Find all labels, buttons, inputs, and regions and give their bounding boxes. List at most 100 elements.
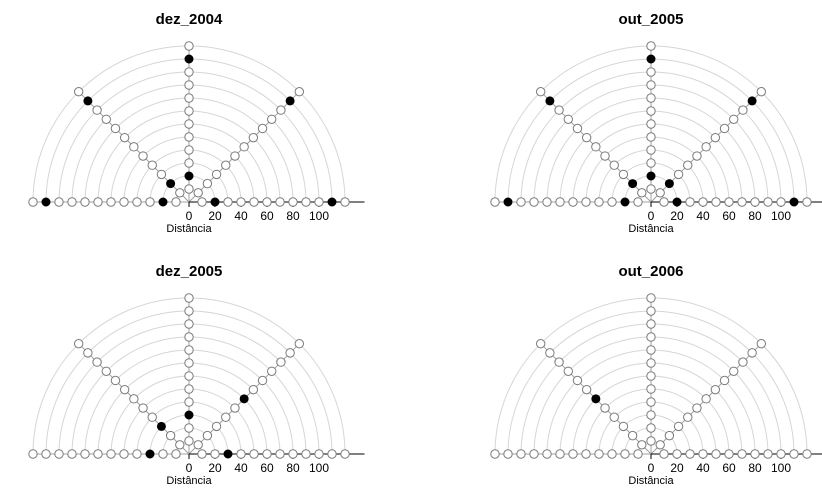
x-tick-label: 40 bbox=[234, 209, 248, 223]
filled-point bbox=[664, 179, 674, 189]
empty-point bbox=[646, 80, 656, 90]
empty-point bbox=[221, 160, 231, 170]
empty-point bbox=[729, 366, 739, 376]
empty-point bbox=[184, 145, 194, 155]
panel-3: out_2006 0 20 40 60 80 100 Distância bbox=[490, 263, 822, 487]
x-axis-label: Distância bbox=[166, 475, 212, 487]
empty-point bbox=[129, 142, 139, 152]
empty-point bbox=[236, 197, 246, 207]
empty-point bbox=[646, 423, 656, 433]
empty-point bbox=[701, 142, 711, 152]
x-tick-label: 80 bbox=[286, 461, 300, 475]
filled-point bbox=[158, 197, 168, 207]
empty-point bbox=[197, 197, 207, 207]
empty-point bbox=[701, 394, 711, 404]
empty-point bbox=[175, 440, 185, 450]
x-tick-label: 40 bbox=[696, 461, 710, 475]
empty-point bbox=[490, 197, 500, 207]
filled-point bbox=[223, 449, 233, 459]
empty-point bbox=[646, 358, 656, 368]
empty-point bbox=[490, 449, 500, 459]
filled-point bbox=[545, 96, 555, 106]
empty-point bbox=[145, 197, 155, 207]
empty-point bbox=[132, 197, 142, 207]
panel-1: out_2005 0 20 40 60 80 100 Distância bbox=[490, 11, 822, 235]
empty-point bbox=[646, 132, 656, 142]
empty-point bbox=[67, 449, 77, 459]
empty-point bbox=[710, 384, 721, 395]
empty-point bbox=[248, 384, 259, 395]
empty-point bbox=[184, 384, 194, 394]
empty-point bbox=[184, 93, 194, 103]
empty-point bbox=[101, 114, 111, 124]
empty-point bbox=[554, 105, 564, 115]
empty-point bbox=[568, 197, 578, 207]
empty-point bbox=[646, 158, 656, 168]
empty-point bbox=[171, 197, 181, 207]
empty-point bbox=[184, 158, 194, 168]
x-tick-label: 60 bbox=[722, 461, 736, 475]
empty-point bbox=[535, 338, 546, 349]
empty-point bbox=[327, 449, 337, 459]
x-tick-label: 60 bbox=[260, 209, 274, 223]
empty-point bbox=[609, 412, 619, 422]
empty-point bbox=[147, 412, 157, 422]
empty-point bbox=[637, 440, 647, 450]
empty-point bbox=[28, 197, 38, 207]
empty-point bbox=[655, 188, 665, 198]
empty-point bbox=[789, 449, 799, 459]
empty-point bbox=[646, 93, 656, 103]
empty-point bbox=[724, 197, 734, 207]
empty-point bbox=[267, 114, 277, 124]
x-tick-label: 80 bbox=[748, 461, 762, 475]
empty-point bbox=[184, 371, 194, 381]
empty-point bbox=[171, 449, 181, 459]
empty-point bbox=[607, 197, 617, 207]
filled-point bbox=[327, 197, 337, 207]
empty-point bbox=[581, 384, 592, 395]
x-tick-label: 0 bbox=[186, 461, 193, 475]
x-tick-label: 0 bbox=[648, 209, 655, 223]
empty-point bbox=[288, 197, 298, 207]
empty-point bbox=[683, 160, 693, 170]
empty-point bbox=[119, 132, 130, 143]
empty-point bbox=[93, 197, 103, 207]
empty-point bbox=[545, 348, 555, 358]
x-tick-label: 40 bbox=[696, 209, 710, 223]
empty-point bbox=[516, 449, 526, 459]
empty-point bbox=[633, 449, 643, 459]
x-tick-label: 100 bbox=[771, 209, 791, 223]
empty-point bbox=[724, 449, 734, 459]
empty-point bbox=[129, 394, 139, 404]
empty-point bbox=[563, 114, 573, 124]
empty-point bbox=[756, 86, 767, 97]
empty-point bbox=[267, 366, 277, 376]
empty-point bbox=[314, 449, 324, 459]
empty-point bbox=[646, 436, 656, 446]
empty-point bbox=[750, 449, 760, 459]
empty-point bbox=[230, 403, 240, 413]
empty-point bbox=[301, 197, 311, 207]
empty-point bbox=[132, 449, 142, 459]
empty-point bbox=[184, 293, 194, 303]
empty-point bbox=[275, 197, 285, 207]
empty-point bbox=[659, 197, 669, 207]
x-axis-label: Distância bbox=[166, 223, 212, 235]
empty-point bbox=[110, 375, 121, 386]
empty-point bbox=[257, 375, 268, 386]
empty-point bbox=[147, 160, 157, 170]
empty-point bbox=[698, 449, 708, 459]
empty-point bbox=[202, 430, 213, 441]
empty-point bbox=[276, 105, 286, 115]
x-tick-label: 100 bbox=[771, 461, 791, 475]
x-tick-label: 20 bbox=[208, 461, 222, 475]
empty-point bbox=[542, 449, 552, 459]
empty-point bbox=[73, 86, 84, 97]
x-axis-label: Distância bbox=[628, 223, 674, 235]
empty-point bbox=[568, 449, 578, 459]
empty-point bbox=[248, 132, 259, 143]
filled-point bbox=[156, 421, 166, 431]
filled-point bbox=[591, 394, 601, 404]
empty-point bbox=[158, 449, 168, 459]
empty-point bbox=[710, 132, 721, 143]
